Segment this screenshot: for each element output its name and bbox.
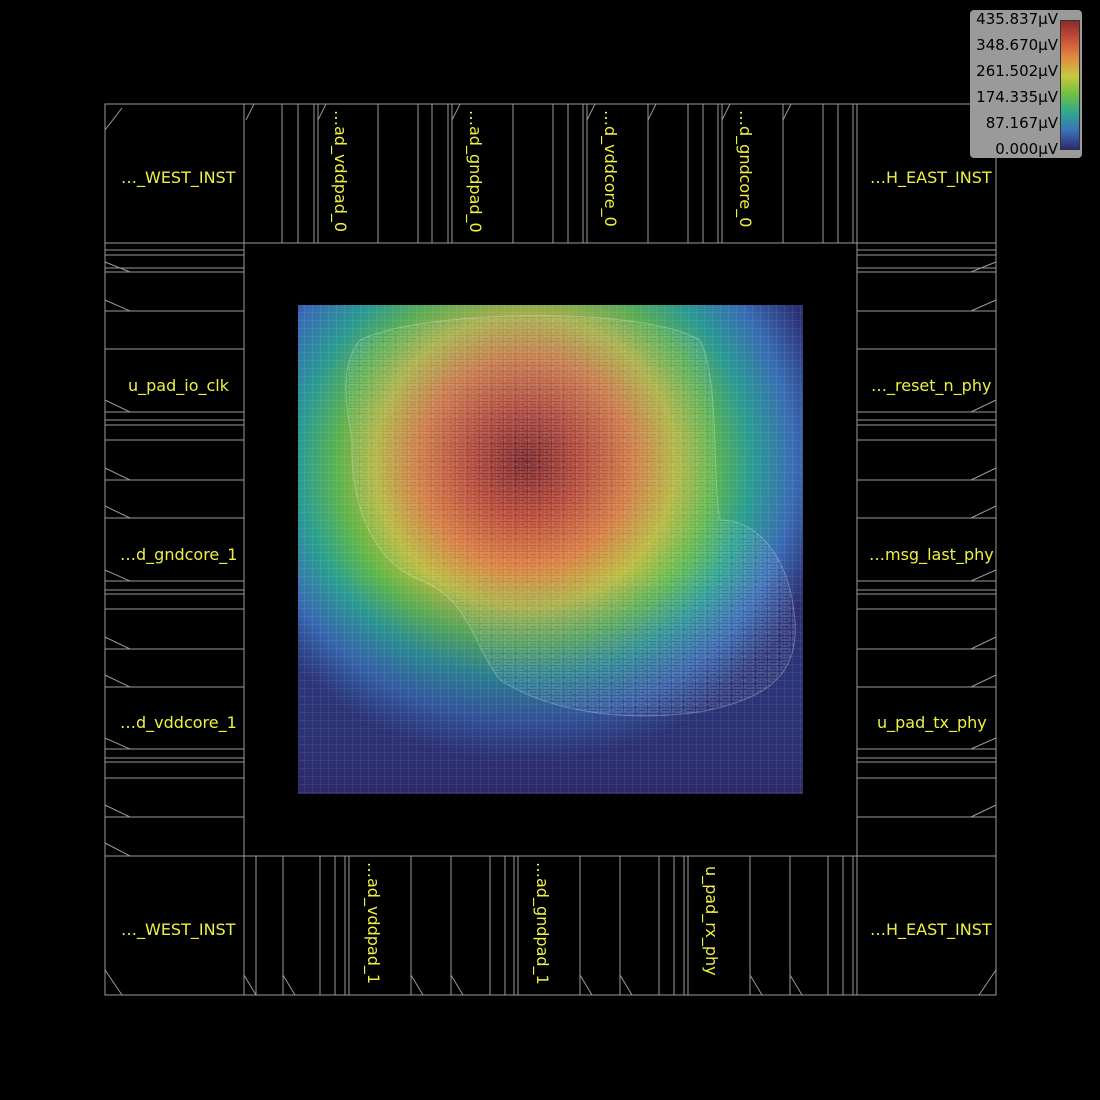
legend-value-5: 0.000μV <box>995 140 1058 158</box>
placed-cells-region <box>345 315 796 717</box>
pad-label-top-0: …ad_vddpad_0 <box>331 110 350 233</box>
legend-value-1: 348.670μV <box>976 36 1058 54</box>
pad-label-left-1: …d_gndcore_1 <box>120 545 238 564</box>
legend-value-3: 174.335μV <box>976 88 1058 106</box>
legend-color-bar <box>1060 20 1080 150</box>
legend-value-4: 87.167μV <box>985 114 1058 132</box>
pad-label-right-1: …msg_last_phy <box>869 545 994 564</box>
pad-label-left-2: …d_vddcore_1 <box>120 713 237 732</box>
bottom-pad-row <box>243 855 857 996</box>
legend-value-0: 435.837μV <box>976 10 1058 28</box>
right-pad-column <box>856 243 997 856</box>
corner-cells <box>104 103 997 996</box>
pad-label-bottom-0: …ad_vddpad_1 <box>364 862 383 985</box>
pad-label-right-2: u_pad_tx_phy <box>877 713 987 732</box>
die-outline <box>104 103 997 996</box>
corner-label-top-right: …H_EAST_INST <box>870 168 992 187</box>
pad-label-bottom-1: …ad_gndpad_1 <box>533 862 552 985</box>
legend-value-2: 261.502μV <box>976 62 1058 80</box>
top-pad-row <box>243 103 857 244</box>
pad-label-top-1: …ad_gndpad_0 <box>466 110 485 233</box>
pad-label-top-2: …d_vddcore_0 <box>601 110 620 227</box>
corner-label-top-left: …_WEST_INST <box>121 168 236 187</box>
colormap-legend: 435.837μV 348.670μV 261.502μV 174.335μV … <box>970 10 1082 158</box>
pad-label-right-0: …_reset_n_phy <box>871 376 992 395</box>
pad-label-left-0: u_pad_io_clk <box>128 376 229 395</box>
pad-label-bottom-2: u_pad_rx_phy <box>702 866 721 976</box>
pad-label-top-3: …d_gndcore_0 <box>736 110 755 228</box>
left-pad-column <box>104 243 245 857</box>
corner-label-bottom-left: …_WEST_INST <box>121 920 236 939</box>
core-heatmap[interactable] <box>298 305 803 794</box>
corner-label-bottom-right: …H_EAST_INST <box>870 920 992 939</box>
